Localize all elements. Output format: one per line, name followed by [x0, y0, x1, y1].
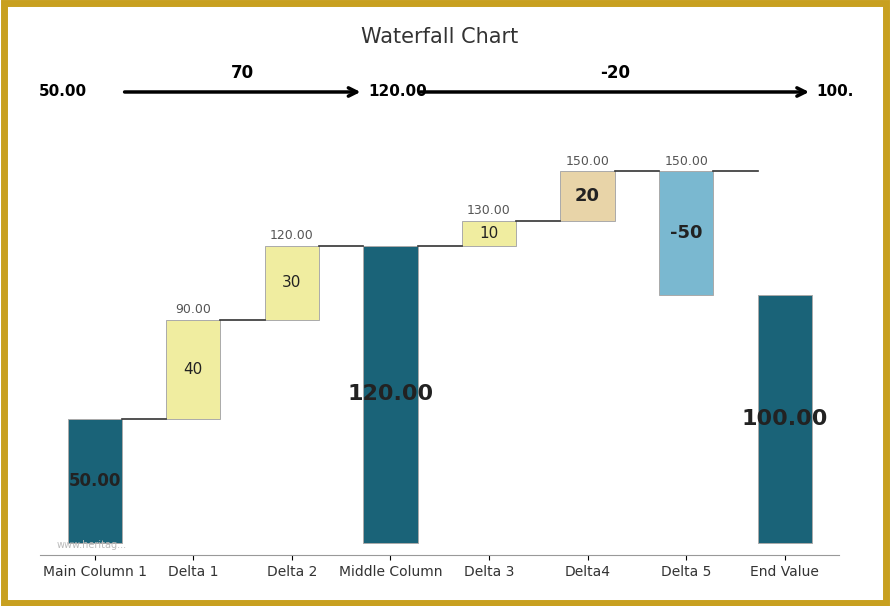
Text: 120.00: 120.00 [347, 384, 433, 404]
Text: 50.00: 50.00 [69, 472, 121, 490]
Bar [659, 171, 713, 295]
Text: 120.00: 120.00 [270, 229, 314, 242]
Text: 100.: 100. [817, 84, 854, 99]
Text: 130.00: 130.00 [467, 204, 511, 217]
Text: 40: 40 [183, 362, 203, 377]
Text: 70: 70 [231, 64, 255, 82]
Bar [68, 419, 122, 543]
Bar [166, 320, 221, 419]
Bar [363, 245, 417, 543]
Bar [264, 245, 319, 320]
Text: 100.00: 100.00 [741, 409, 828, 429]
Text: 20: 20 [575, 187, 600, 205]
Bar [462, 221, 516, 245]
Text: 10: 10 [480, 225, 498, 241]
Text: 90.00: 90.00 [175, 303, 211, 316]
Text: 150.00: 150.00 [664, 155, 708, 167]
Bar [561, 171, 615, 221]
Text: -50: -50 [670, 224, 702, 242]
Text: 150.00: 150.00 [566, 155, 610, 167]
Text: 30: 30 [282, 275, 302, 290]
Text: -20: -20 [600, 64, 630, 82]
Text: 50.00: 50.00 [39, 84, 87, 99]
Bar [757, 295, 812, 543]
Text: 120.00: 120.00 [368, 84, 427, 99]
Title: Waterfall Chart: Waterfall Chart [361, 27, 518, 47]
Text: www.heritag...: www.heritag... [56, 540, 126, 550]
